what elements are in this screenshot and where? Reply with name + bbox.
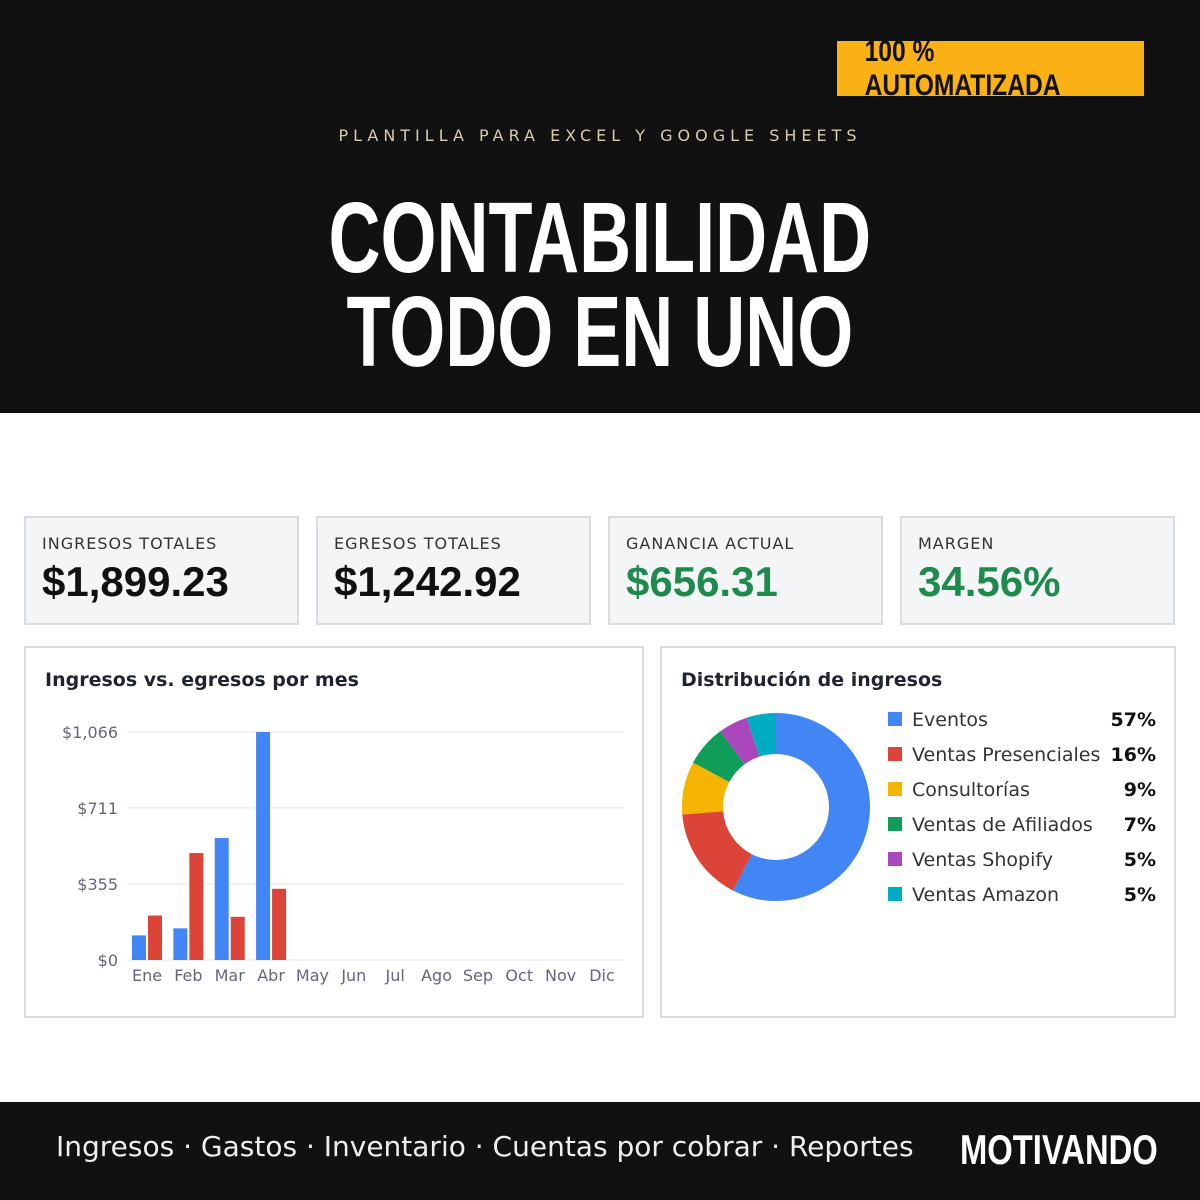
x-tick-label: May — [296, 966, 329, 985]
legend-label: Ventas Shopify — [912, 849, 1053, 871]
legend-label: Consultorías — [912, 779, 1030, 801]
legend-swatch — [888, 747, 902, 761]
bar — [256, 732, 271, 960]
kpi-card: MARGEN 34.56% — [900, 516, 1175, 625]
kpi-label: INGRESOS TOTALES — [42, 534, 218, 553]
bar-chart: Ingresos vs. egresos por mes $0 $355 $711 $1… — [45, 669, 624, 985]
donut-slice — [693, 731, 745, 782]
legend-value: 5% — [1124, 849, 1156, 871]
kpi-card: INGRESOS TOTALES $1,899.23 — [24, 516, 299, 625]
kpi-card: EGRESOS TOTALES $1,242.92 — [316, 516, 591, 625]
bar — [148, 915, 162, 960]
donut-slice — [720, 717, 760, 765]
legend-label: Ventas de Afiliados — [912, 814, 1093, 836]
x-tick-label: Oct — [505, 966, 533, 985]
x-tick-label: Dic — [589, 966, 615, 985]
x-tick-label: Nov — [545, 966, 576, 985]
badge-text: 100 % AUTOMATIZADA — [864, 34, 1061, 102]
badge: 100 % AUTOMATIZADA — [837, 35, 1144, 102]
y-tick-label: $355 — [77, 875, 118, 894]
legend-value: 9% — [1124, 779, 1156, 801]
donut-slice — [732, 713, 870, 901]
donut-slice — [746, 713, 776, 757]
x-tick-label: Feb — [174, 966, 202, 985]
x-tick-label: Sep — [463, 966, 493, 985]
bar — [272, 888, 287, 960]
legend-label: Ventas Presenciales — [912, 744, 1100, 766]
title-text: CONTABILIDAD — [328, 182, 872, 294]
kpi-value: $1,899.23 — [42, 558, 229, 605]
legend-label: Eventos — [912, 709, 988, 731]
chart-title: Ingresos vs. egresos por mes — [45, 669, 359, 691]
legend-swatch — [888, 782, 902, 796]
x-tick-label: Ene — [132, 966, 162, 985]
bar — [214, 838, 229, 960]
x-tick-label: Ago — [421, 966, 452, 985]
legend-swatch — [888, 817, 902, 831]
legend-value: 7% — [1124, 814, 1156, 836]
kpi-value: 34.56% — [918, 558, 1061, 605]
donut-panel: Distribución de ingresos Eventos 57% Ventas… — [660, 646, 1176, 1018]
donut-slice — [682, 762, 730, 815]
brand: MOTIVANDO — [960, 1126, 1200, 1174]
kpi-card: GANANCIA ACTUAL $656.31 — [608, 516, 883, 625]
title-line: CONTABILIDAD — [0, 188, 1200, 288]
legend-label: Ventas Amazon — [912, 884, 1059, 906]
brand-text: MOTIVANDO — [960, 1126, 1158, 1173]
legend-swatch — [888, 712, 902, 726]
x-tick-label: Abr — [257, 966, 285, 985]
chart-title: Distribución de ingresos — [681, 669, 942, 691]
donut-slice — [682, 811, 752, 891]
subtitle: PLANTILLA PARA EXCEL Y GOOGLE SHEETS — [338, 126, 862, 145]
y-tick-label: $711 — [77, 799, 118, 818]
kpi-label: MARGEN — [918, 534, 995, 553]
bar — [132, 935, 146, 960]
bar — [189, 853, 204, 960]
y-tick-label: $0 — [98, 951, 118, 970]
footer-features: Ingresos · Gastos · Inventario · Cuentas… — [56, 1130, 914, 1163]
kpi-label: EGRESOS TOTALES — [334, 534, 502, 553]
title-line: TODO EN UNO — [0, 282, 1200, 382]
title-text: TODO EN UNO — [346, 276, 854, 388]
x-tick-label: Mar — [215, 966, 246, 985]
x-tick-label: Jul — [385, 966, 405, 985]
legend-swatch — [888, 852, 902, 866]
legend-value: 57% — [1111, 709, 1156, 731]
kpi-label: GANANCIA ACTUAL — [626, 534, 795, 553]
bar-panel: Ingresos vs. egresos por mes $0 $355 $711 $1… — [24, 646, 644, 1018]
y-tick-label: $1,066 — [62, 723, 118, 742]
kpi-value: $1,242.92 — [334, 558, 521, 605]
bar — [173, 928, 188, 960]
legend-value: 16% — [1111, 744, 1156, 766]
footer — [0, 1102, 1200, 1200]
donut-chart: Distribución de ingresos Eventos 57% Ventas… — [681, 669, 1156, 906]
x-tick-label: Jun — [340, 966, 366, 985]
legend-value: 5% — [1124, 884, 1156, 906]
bar — [230, 916, 245, 960]
legend-swatch — [888, 887, 902, 901]
kpi-value: $656.31 — [626, 558, 778, 605]
